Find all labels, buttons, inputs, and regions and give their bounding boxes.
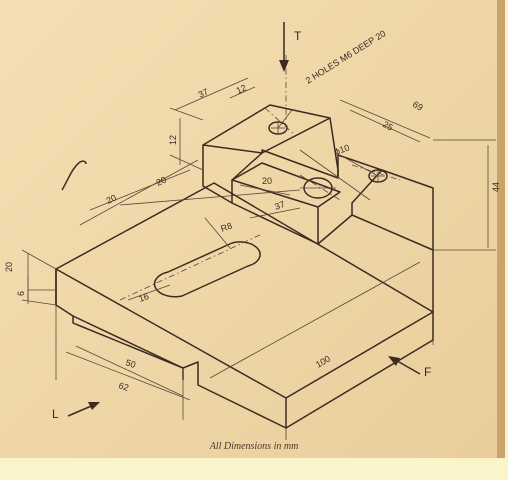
base-right-face bbox=[285, 312, 434, 429]
upper-right-top bbox=[337, 154, 383, 178]
view-arrow-front: F bbox=[388, 356, 431, 379]
holes bbox=[268, 121, 388, 199]
dim-100: 100 bbox=[314, 354, 332, 370]
dim-37-top: 37 bbox=[197, 87, 210, 100]
dim-line-37b bbox=[249, 207, 301, 219]
dim-line-12-top bbox=[229, 86, 256, 99]
dim-20a: 20 bbox=[105, 193, 118, 206]
dim-25: 25 bbox=[381, 119, 395, 133]
dim-20b: 20 bbox=[155, 175, 168, 188]
dim-line-50 bbox=[75, 345, 184, 397]
slot-outline bbox=[153, 241, 261, 298]
dim-line-16 bbox=[127, 284, 171, 301]
dim-line-20b bbox=[139, 169, 191, 191]
dim-62: 62 bbox=[117, 380, 130, 393]
dim-12-top: 12 bbox=[235, 83, 248, 96]
construction-lines bbox=[21, 55, 496, 440]
elongated-slot bbox=[119, 233, 263, 301]
view-label-front: F bbox=[424, 365, 431, 379]
slot-step bbox=[72, 322, 78, 326]
handwritten-tick bbox=[61, 160, 87, 191]
step-face bbox=[231, 162, 341, 208]
dim-16: 16 bbox=[137, 291, 150, 304]
dim-line-69 bbox=[339, 99, 431, 139]
dim-R8: R8 bbox=[219, 221, 233, 234]
dim-20-left: 20 bbox=[4, 262, 14, 272]
leader-R8 bbox=[204, 217, 231, 249]
dim-line-37-top bbox=[174, 77, 249, 111]
dim-6: 6 bbox=[16, 291, 26, 296]
upper-top-face bbox=[202, 104, 331, 154]
dim-20c: 20 bbox=[262, 176, 272, 186]
dimension-lines bbox=[27, 77, 489, 401]
drawing-sheet bbox=[0, 0, 505, 458]
view-label-top: T bbox=[294, 29, 302, 43]
block-base-edge bbox=[231, 202, 319, 245]
slot-bottom-edge bbox=[72, 315, 184, 369]
leader-d10 bbox=[299, 149, 371, 201]
dim-69: 69 bbox=[411, 99, 425, 113]
dim-line-20c bbox=[239, 184, 291, 196]
upper-block bbox=[202, 104, 434, 312]
note-leader-2 bbox=[339, 154, 379, 177]
dim-12-vert: 12 bbox=[168, 135, 178, 145]
base-block bbox=[55, 182, 434, 429]
base-top-face bbox=[55, 182, 434, 399]
dim-d10: ϕ10 bbox=[333, 142, 351, 157]
dim-44: 44 bbox=[491, 182, 501, 192]
dimension-labels: 100 62 50 20 6 44 12 37 12 20 20 20 37 2… bbox=[4, 28, 501, 393]
drawing-caption: All Dimensions in mm bbox=[209, 441, 299, 452]
dim-37b: 37 bbox=[273, 199, 286, 212]
dim-line-20a bbox=[89, 189, 141, 211]
view-arrow-top: T bbox=[279, 22, 302, 72]
slot-centerline bbox=[119, 233, 263, 301]
upper-right-face bbox=[317, 169, 434, 312]
dim-line-62 bbox=[65, 351, 191, 401]
dim-line-25 bbox=[349, 109, 421, 143]
block-right-edge bbox=[351, 214, 434, 251]
view-arrow-left: L bbox=[52, 402, 100, 421]
view-label-left: L bbox=[52, 407, 59, 421]
holes-note: 2 HOLES M6 DEEP 20 bbox=[304, 28, 388, 85]
dim-line-100 bbox=[209, 261, 421, 379]
note-leader-1 bbox=[277, 109, 293, 129]
dim-50: 50 bbox=[124, 357, 137, 370]
